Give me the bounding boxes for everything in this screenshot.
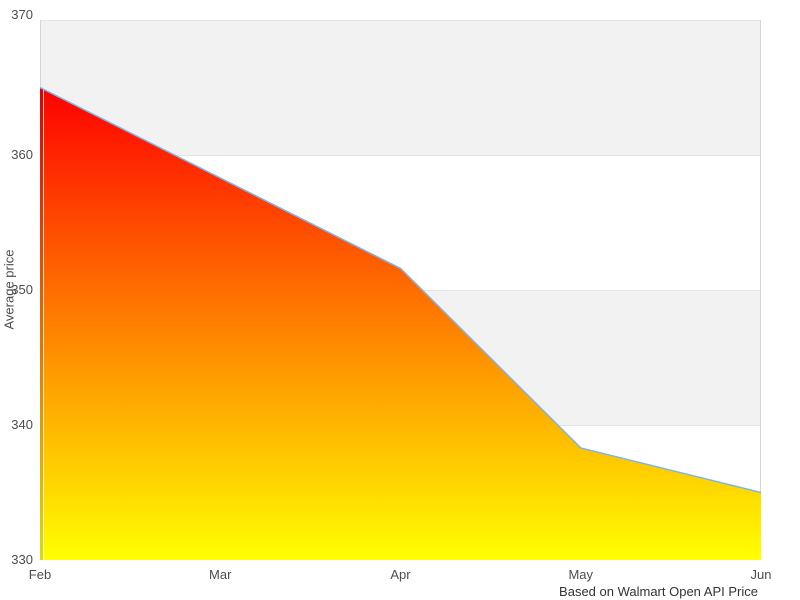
y-axis-label: 350 [11,282,33,297]
x-axis-label: Jun [750,567,772,582]
source-caption: Based on Walmart Open API Price [559,584,758,599]
area-left-edge [40,87,43,560]
y-axis-label: 330 [11,552,33,567]
series-canvas [40,86,761,560]
x-axis-label: Feb [28,567,52,582]
series-line [40,86,761,494]
y-axis-label: 360 [11,147,33,162]
area-series [40,87,761,560]
y-axis-label: 370 [11,7,33,22]
x-axis-label: Apr [390,567,411,582]
plot-area [40,20,761,560]
y-axis-label: 340 [11,417,33,432]
plot-band [40,20,761,155]
gridline [40,155,761,156]
x-axis-label: May [568,567,594,582]
x-axis-label: Mar [209,567,232,582]
plot-border [760,20,761,560]
gridline [40,20,761,21]
